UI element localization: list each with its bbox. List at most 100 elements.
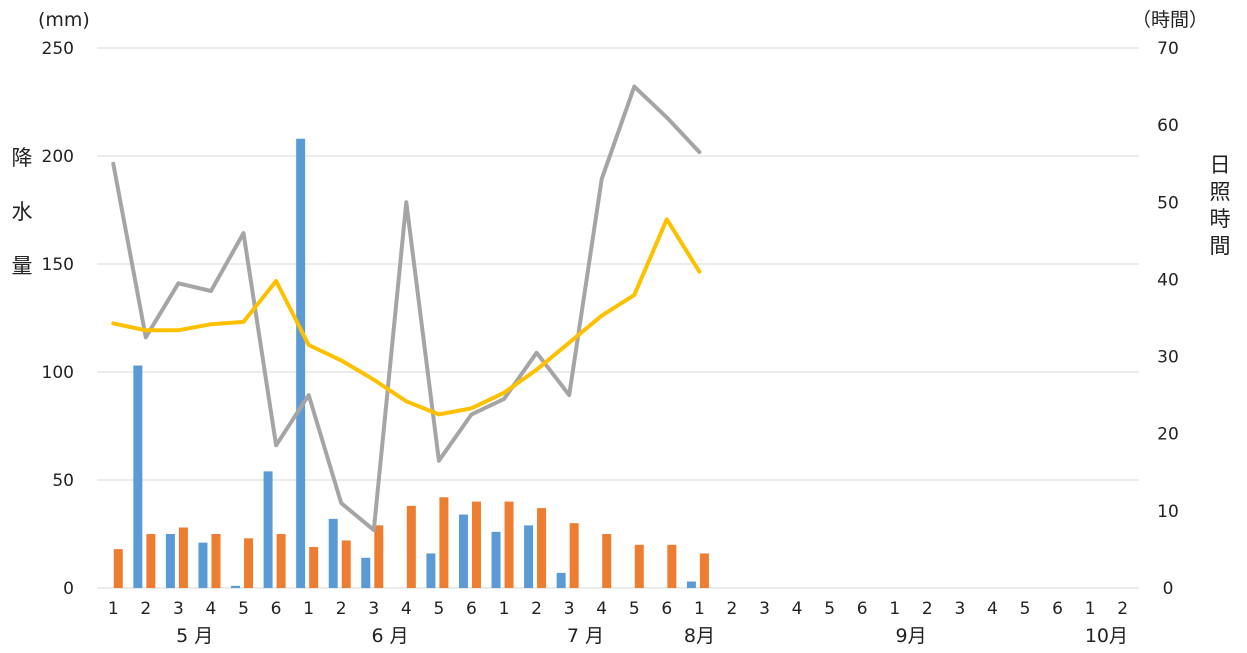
left-axis-ticks: 0 50 100 150 200 250: [42, 39, 74, 599]
left-tick-label: 0: [63, 579, 74, 599]
bar-series0-12: [491, 531, 501, 588]
category-label: 1: [303, 599, 314, 619]
right-tick-label: 10: [1157, 502, 1179, 522]
bar-series1-8: [374, 525, 384, 588]
bar-series0-11: [458, 514, 468, 588]
month-labels: 5 月 6 月 7 月 8月 9月 10月: [176, 625, 1128, 647]
right-axis-title-char: 照: [1210, 180, 1231, 204]
month-label: 5 月: [176, 625, 213, 647]
left-tick-label: 150: [42, 255, 74, 275]
month-label: 9月: [896, 625, 927, 647]
category-label: 1: [499, 599, 510, 619]
month-label: 6 月: [371, 625, 408, 647]
bar-series1-17: [667, 544, 677, 588]
bar-series: [113, 138, 709, 588]
category-label: 4: [401, 599, 412, 619]
category-labels: 1 2 3 4 5 6 1 2 3 4 5 6 1 2 3 4 5 6 1 2 3 4 5 6 1 2 3 4 5 6 1 2: [108, 599, 1128, 619]
right-unit-label: （時間）: [1132, 9, 1208, 31]
bar-series1-6: [309, 546, 319, 588]
bar-series0-14: [556, 572, 566, 588]
category-label: 6: [466, 599, 477, 619]
category-label: 4: [792, 599, 803, 619]
category-label: 6: [271, 599, 282, 619]
bar-series1-1: [146, 534, 156, 588]
bar-series1-4: [244, 538, 254, 588]
category-label: 5: [433, 599, 444, 619]
category-label: 1: [889, 599, 900, 619]
bar-series1-18: [699, 553, 709, 588]
category-label: 3: [759, 599, 770, 619]
bar-series1-5: [276, 534, 286, 588]
category-label: 6: [1052, 599, 1063, 619]
bar-series1-7: [341, 540, 351, 588]
bar-series0-5: [263, 471, 273, 588]
category-label: 4: [987, 599, 998, 619]
category-label: 2: [1117, 599, 1128, 619]
right-tick-label: 50: [1157, 193, 1179, 213]
bar-series1-2: [178, 527, 188, 588]
category-label: 5: [629, 599, 640, 619]
category-label: 3: [564, 599, 575, 619]
category-label: 1: [108, 599, 119, 619]
bar-series0-1: [133, 365, 143, 588]
category-label: 3: [954, 599, 965, 619]
category-label: 2: [140, 599, 151, 619]
category-label: 6: [857, 599, 868, 619]
line-series-3: [111, 217, 702, 417]
bar-series1-11: [471, 501, 481, 588]
bar-series1-9: [406, 505, 416, 588]
category-label: 5: [824, 599, 835, 619]
category-label: 2: [336, 599, 347, 619]
category-label: 5: [1020, 599, 1031, 619]
bar-series1-13: [537, 508, 547, 588]
category-label: 6: [661, 599, 672, 619]
right-tick-label: 40: [1157, 270, 1179, 290]
category-label: 3: [173, 599, 184, 619]
category-label: 2: [922, 599, 933, 619]
left-tick-label: 250: [42, 39, 74, 59]
bar-series0-2: [165, 534, 175, 588]
month-label: 8月: [684, 625, 715, 647]
bar-series0-10: [426, 553, 436, 588]
left-axis-title-char: 降: [12, 146, 33, 170]
month-label: 10月: [1085, 625, 1128, 647]
line-series: [111, 84, 702, 533]
right-axis-ticks: 0 10 20 30 40 50 60 70: [1157, 39, 1179, 599]
left-tick-label: 200: [42, 147, 74, 167]
bar-series0-4: [231, 585, 241, 588]
bar-series1-16: [634, 544, 644, 588]
line-series-2: [111, 84, 702, 533]
right-tick-label: 0: [1163, 579, 1174, 599]
left-axis-title-char: 量: [12, 254, 33, 278]
category-label: 2: [727, 599, 738, 619]
right-axis-title-char: 間: [1210, 234, 1231, 258]
bar-series1-15: [602, 534, 612, 588]
left-tick-label: 50: [52, 471, 74, 491]
bar-series1-3: [211, 534, 221, 588]
category-label: 4: [596, 599, 607, 619]
right-tick-label: 60: [1157, 116, 1179, 136]
category-label: 1: [1085, 599, 1096, 619]
bar-series0-6: [296, 138, 306, 588]
category-label: 3: [368, 599, 379, 619]
bar-series1-10: [439, 497, 449, 588]
left-tick-label: 100: [42, 363, 74, 383]
left-axis-title-char: 水: [12, 200, 33, 224]
right-axis-title-char: 日: [1210, 153, 1231, 177]
left-unit-label: (mm): [38, 9, 90, 31]
right-axis-title-char: 時: [1210, 207, 1231, 231]
right-tick-label: 20: [1157, 425, 1179, 445]
category-label: 2: [531, 599, 542, 619]
bar-series0-7: [328, 518, 338, 588]
left-axis-title: 降水量: [12, 146, 33, 278]
bar-series1-0: [113, 549, 123, 588]
category-label: 4: [206, 599, 217, 619]
right-tick-label: 70: [1157, 39, 1179, 59]
category-label: 1: [694, 599, 705, 619]
bar-series1-14: [569, 523, 579, 588]
right-tick-label: 30: [1157, 348, 1179, 368]
bar-series0-3: [198, 542, 208, 588]
